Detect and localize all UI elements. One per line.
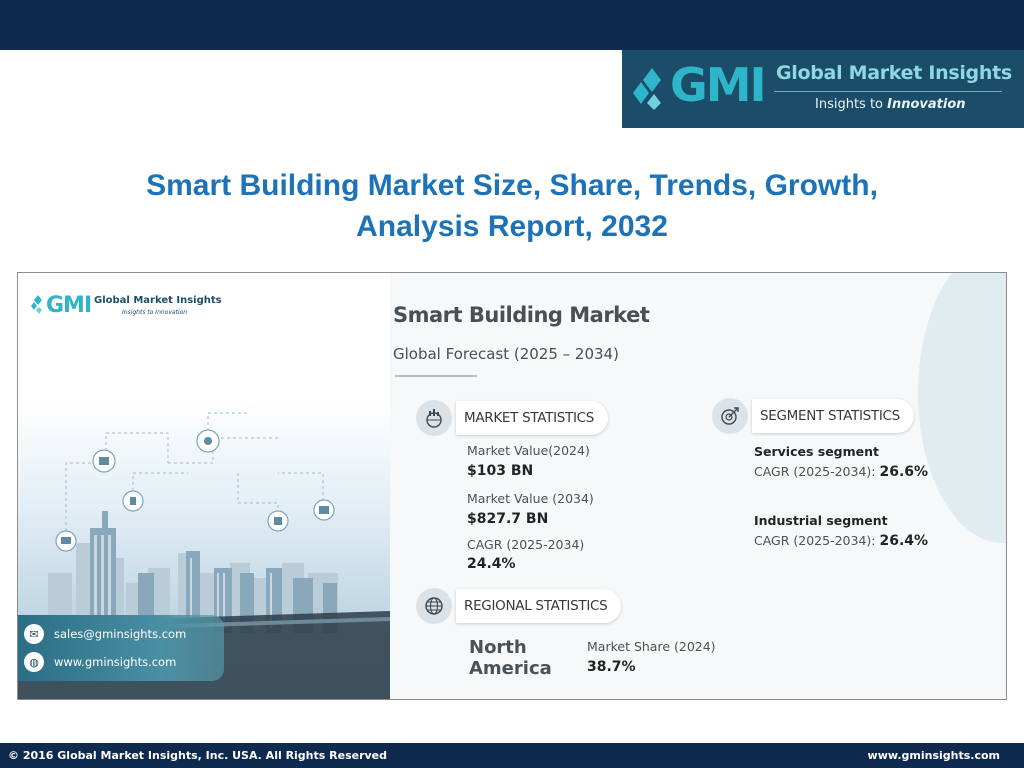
segment-statistics-pill: SEGMENT STATISTICS	[712, 398, 914, 434]
heading-divider	[395, 375, 477, 377]
logo-name: Global Market Insights	[776, 62, 1012, 84]
globe-icon: ◍	[24, 652, 44, 672]
region-share-label: Market Share (2024)	[587, 639, 716, 654]
diamond-logo-icon	[633, 68, 661, 110]
diamond-logo-icon	[31, 295, 42, 314]
page-title-line-1: Smart Building Market Size, Share, Trend…	[146, 169, 878, 202]
logo-mark: GMI	[670, 58, 767, 112]
logo-tagline: Insights to Innovation	[815, 97, 966, 112]
gmi-logo: GMI Global Market Insights Insights to I…	[622, 50, 1024, 128]
footer-bar: © 2016 Global Market Insights, Inc. USA.…	[0, 743, 1024, 768]
market-value-2024: $103 BN	[467, 463, 534, 479]
region-name: North America	[469, 637, 552, 679]
infographic-logo-tagline: Insights to Innovation	[122, 309, 188, 316]
regional-statistics-pill: REGIONAL STATISTICS	[416, 588, 622, 624]
infographic-logo-name: Global Market Insights	[94, 295, 222, 306]
email-icon: ✉	[24, 624, 44, 644]
contact-website-row[interactable]: ◍ www.gminsights.com	[24, 651, 176, 673]
market-value-2034-label: Market Value (2034)	[467, 491, 594, 506]
footer-website-link[interactable]: www.gminsights.com	[867, 749, 1000, 762]
market-statistics-pill: MARKET STATISTICS	[416, 400, 609, 436]
infographic-logo-mark: GMI	[46, 293, 92, 318]
infographic-subheading: Global Forecast (2025 – 2034)	[393, 345, 619, 363]
segment-cagr: CAGR (2025-2034): 26.6%	[754, 464, 929, 480]
contact-email[interactable]: sales@gminsights.com	[54, 627, 187, 641]
segment-cagr: CAGR (2025-2034): 26.4%	[754, 533, 929, 549]
target-chart-icon	[712, 398, 748, 434]
page-title: Smart Building Market Size, Share, Trend…	[40, 165, 984, 247]
segment-name: Services segment	[754, 444, 879, 459]
segment-name: Industrial segment	[754, 513, 888, 528]
infographic-logo: GMI Global Market Insights Insights to I…	[30, 293, 222, 323]
contact-panel: ✉ sales@gminsights.com ◍ www.gminsights.…	[18, 615, 224, 681]
market-cagr-label: CAGR (2025-2034)	[467, 537, 585, 552]
market-statistics-label: MARKET STATISTICS	[456, 401, 609, 435]
contact-email-row[interactable]: ✉ sales@gminsights.com	[24, 623, 186, 645]
region-share: 38.7%	[587, 659, 636, 675]
market-cagr: 24.4%	[467, 556, 516, 572]
footer-copyright: © 2016 Global Market Insights, Inc. USA.…	[8, 749, 388, 762]
contact-website[interactable]: www.gminsights.com	[54, 655, 177, 669]
segment-statistics-label: SEGMENT STATISTICS	[752, 399, 914, 433]
page-title-line-2: Analysis Report, 2032	[356, 210, 668, 243]
regional-statistics-label: REGIONAL STATISTICS	[456, 589, 622, 623]
market-infographic: GMI Global Market Insights Insights to I…	[17, 272, 1007, 700]
decorative-circle	[918, 273, 1006, 543]
chart-globe-icon	[416, 400, 452, 436]
infographic-heading: Smart Building Market	[393, 303, 650, 327]
globe-icon	[416, 588, 452, 624]
logo-divider	[774, 91, 1002, 92]
market-value-2034: $827.7 BN	[467, 511, 549, 527]
market-value-2024-label: Market Value(2024)	[467, 443, 590, 458]
top-banner	[0, 0, 1024, 50]
